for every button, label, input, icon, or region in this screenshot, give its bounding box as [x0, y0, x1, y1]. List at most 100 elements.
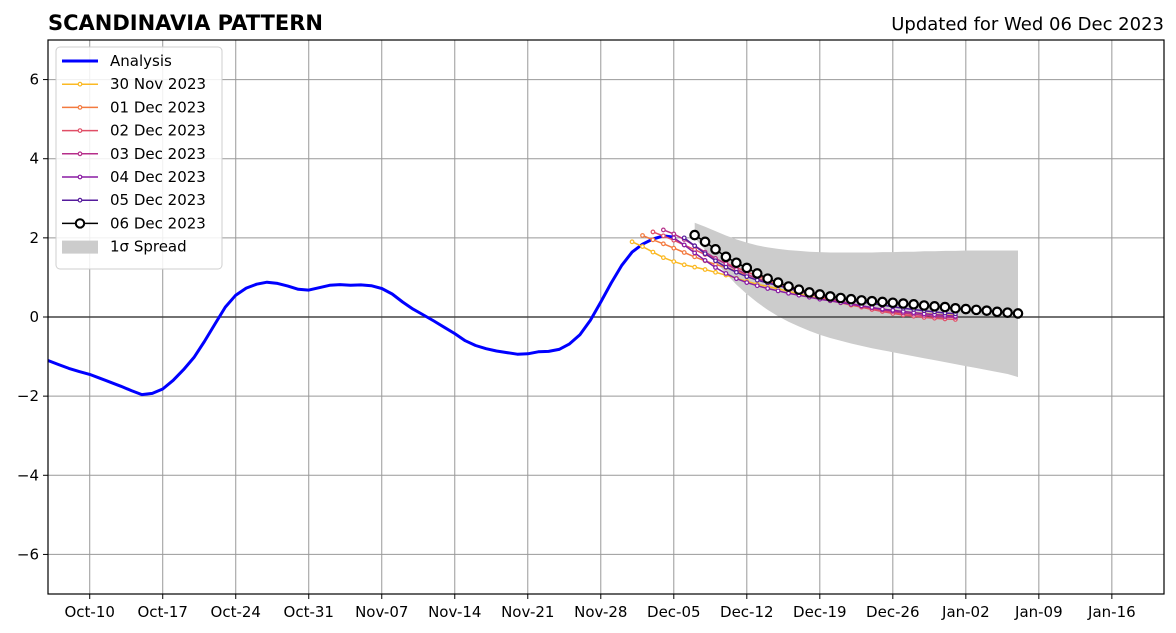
legend-item: 03 Dec 2023 — [62, 145, 206, 163]
forecast-point — [650, 237, 656, 243]
current-forecast-point — [824, 291, 836, 302]
y-tick-label: −6 — [17, 545, 39, 563]
forecast-point — [713, 265, 718, 270]
current-forecast-point — [710, 244, 721, 255]
legend-label: 1σ Spread — [110, 238, 187, 256]
current-forecast-point — [950, 302, 961, 314]
legend-item: 05 Dec 2023 — [62, 191, 206, 209]
x-tick-label: Jan-09 — [1014, 603, 1063, 621]
x-tick-label: Nov-07 — [355, 603, 408, 621]
current-forecast-point — [845, 293, 857, 305]
forecast-point — [692, 254, 698, 260]
forecast-point — [671, 235, 677, 241]
current-forecast-series — [689, 229, 1024, 319]
forecast-point — [671, 259, 677, 265]
legend-marker — [77, 104, 83, 110]
y-tick-label: −4 — [17, 466, 39, 484]
forecast-point — [754, 283, 760, 289]
legend-item: 01 Dec 2023 — [62, 98, 206, 116]
current-forecast-point — [699, 236, 711, 248]
current-forecast-point — [991, 306, 1003, 318]
forecast-point — [765, 286, 771, 291]
forecast-point — [671, 231, 677, 237]
y-tick-label: 4 — [29, 150, 39, 168]
forecast-point — [650, 229, 656, 235]
current-forecast-point — [939, 301, 951, 313]
forecast-point — [692, 243, 698, 249]
forecast-point — [775, 288, 781, 294]
current-forecast-point — [731, 257, 742, 269]
forecast-point — [660, 227, 666, 233]
current-forecast-point — [897, 298, 909, 309]
legend-label: Analysis — [110, 52, 172, 70]
legend-box — [55, 46, 223, 270]
legend-marker — [77, 197, 83, 203]
current-forecast-point — [835, 292, 846, 304]
legend-marker — [77, 128, 83, 134]
forecast-point — [733, 269, 739, 275]
legend-label: 03 Dec 2023 — [110, 145, 206, 163]
current-forecast-point — [741, 262, 753, 274]
x-tick-label: Oct-31 — [284, 603, 334, 621]
axes: Oct-10 Oct-17 Oct-24 Oct-31 Nov-07 Nov-14 Nov-… — [17, 71, 1136, 621]
current-forecast-point — [856, 295, 867, 306]
x-tick-label: Oct-10 — [65, 603, 115, 621]
forecast-point — [660, 255, 666, 261]
x-tick-label: Nov-14 — [428, 603, 481, 621]
current-forecast-point — [981, 305, 992, 316]
x-tick-label: Jan-02 — [941, 603, 990, 621]
legend-swatch — [62, 240, 98, 254]
forecast-point — [692, 250, 698, 256]
current-forecast-point — [908, 299, 919, 310]
current-forecast-point — [1012, 308, 1024, 319]
x-tick-label: Oct-17 — [138, 603, 188, 621]
current-forecast-point — [804, 287, 815, 298]
series-layer — [47, 227, 1024, 397]
current-forecast-point — [793, 284, 805, 295]
legend: Analysis 30 Nov 2023 01 Dec 2023 02 Dec 202… — [55, 46, 223, 270]
current-forecast-point — [970, 304, 982, 316]
forecast-point — [660, 233, 666, 239]
legend-item: 06 Dec 2023 — [62, 214, 206, 232]
x-tick-label: Dec-05 — [647, 603, 701, 621]
forecast-point — [744, 280, 750, 285]
x-tick-label: Nov-21 — [501, 603, 554, 621]
current-forecast-point — [783, 281, 794, 292]
forecast-point — [723, 271, 729, 276]
x-tick-label: Jan-16 — [1087, 603, 1136, 621]
y-tick-label: 0 — [29, 308, 39, 326]
forecast-point — [650, 249, 656, 255]
forecast-point — [702, 251, 708, 257]
current-forecast-point — [814, 289, 826, 300]
forecast-point — [640, 233, 645, 238]
y-tick-label: 2 — [29, 229, 39, 247]
current-forecast-point — [887, 297, 899, 309]
legend-item: Analysis — [62, 52, 172, 70]
legend-marker — [77, 81, 83, 87]
y-tick-label: −2 — [17, 387, 39, 405]
legend-item: 1σ Spread — [62, 238, 187, 256]
current-forecast-point — [762, 273, 773, 284]
x-tick-label: Nov-28 — [574, 603, 627, 621]
x-tick-label: Dec-12 — [720, 603, 774, 621]
forecast-point — [754, 277, 760, 283]
forecast-point — [671, 245, 677, 251]
legend-item: 30 Nov 2023 — [62, 75, 206, 93]
forecast-point — [702, 267, 708, 272]
legend-marker — [77, 174, 83, 180]
chart-subtitle: Updated for Wed 06 Dec 2023 — [891, 14, 1164, 35]
forecast-point — [733, 276, 739, 282]
current-forecast-point — [772, 277, 784, 288]
current-forecast-point — [929, 301, 940, 312]
legend-label: 06 Dec 2023 — [110, 214, 206, 232]
forecast-point — [660, 241, 666, 247]
legend-label: 04 Dec 2023 — [110, 168, 206, 186]
x-tick-label: Oct-24 — [211, 603, 261, 621]
forecast-point — [640, 244, 645, 249]
forecast-line — [673, 237, 956, 317]
forecast-point — [629, 239, 635, 245]
current-forecast-point — [1002, 307, 1013, 318]
y-tick-label: 6 — [29, 71, 39, 89]
legend-label: 02 Dec 2023 — [110, 122, 206, 140]
